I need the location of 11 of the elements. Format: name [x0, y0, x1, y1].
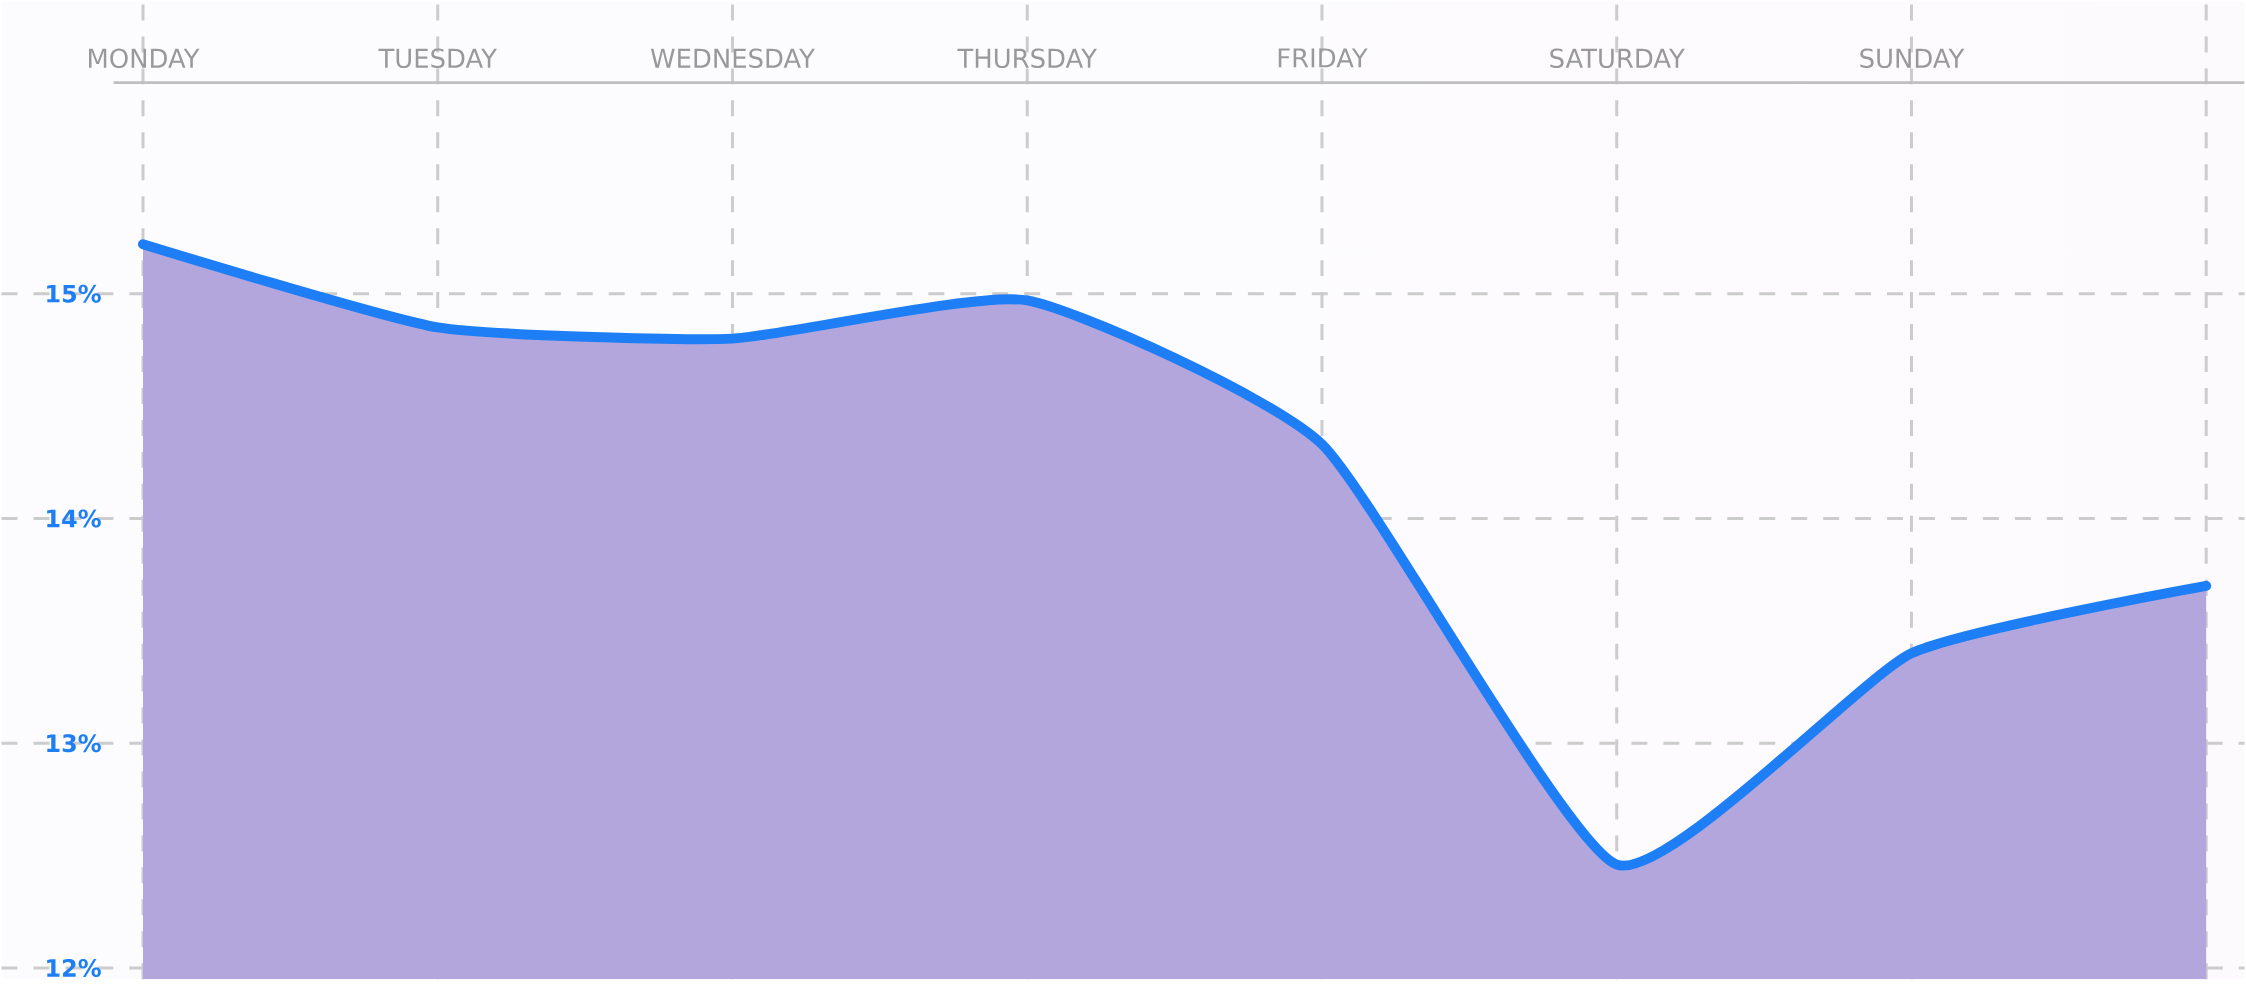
x-tick-label: WEDNESDAY: [650, 48, 815, 69]
y-tick-label: 15%: [47, 284, 101, 303]
x-tick-label: MONDAY: [89, 48, 200, 69]
x-tick-label: SATURDAY: [1550, 48, 1685, 69]
y-tick-label: 13%: [47, 734, 101, 753]
x-tick-label: FRIDAY: [1278, 48, 1368, 68]
x-tick-label: TUESDAY: [378, 48, 498, 69]
x-tick-label: SUNDAY: [1860, 48, 1965, 69]
y-tick-label: 12%: [47, 959, 101, 978]
y-tick-label: 14%: [47, 509, 101, 528]
x-tick-label: THURSDAY: [957, 48, 1098, 69]
